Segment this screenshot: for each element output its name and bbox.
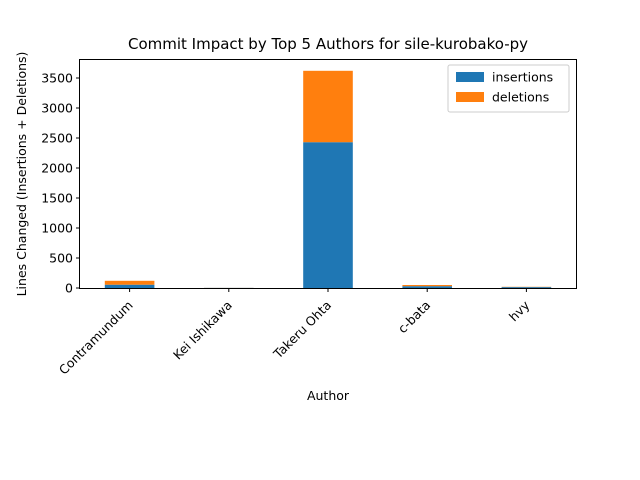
y-tick-label-4: 2000: [41, 161, 73, 176]
bar-insertions-0: [104, 284, 155, 288]
bar-insertions-4: [501, 287, 552, 288]
plot-frame: [79, 59, 577, 289]
legend-swatch-deletions: [456, 92, 484, 102]
bar-insertions-3: [402, 286, 452, 288]
x-axis: Contramundum Kei Ishikawa Takeru Ohta c-bat…: [56, 288, 533, 377]
plot-area: [104, 70, 552, 288]
legend-label-deletions: deletions: [492, 90, 549, 105]
legend: insertions deletions: [447, 64, 570, 113]
y-tick-label-5: 2500: [41, 131, 73, 146]
y-tick-label-0: 0: [65, 281, 73, 296]
x-tick-label-3: c-bata: [395, 298, 434, 337]
y-tick-label-7: 3500: [41, 71, 73, 86]
y-tick-label-1: 500: [49, 251, 73, 266]
legend-label-insertions: insertions: [492, 70, 553, 85]
x-tick-label-0: Contramundum: [56, 298, 136, 378]
x-axis-label: Author: [307, 388, 350, 403]
y-tick-label-6: 3000: [41, 101, 73, 116]
chart-title: Commit Impact by Top 5 Authors for sile-…: [128, 35, 528, 53]
x-tick-label-1: Kei Ishikawa: [170, 298, 235, 363]
bar-insertions-2: [303, 142, 353, 288]
bar-deletions-0: [104, 280, 155, 285]
y-axis: 0 500 1000 1500 2000 2500 3000 3500: [41, 71, 80, 296]
legend-swatch-insertions: [456, 72, 484, 82]
bar-deletions-2: [303, 70, 353, 143]
x-tick-label-4: hvy: [506, 297, 533, 324]
x-tick-label-2: Takeru Ohta: [270, 298, 334, 362]
y-tick-label-3: 1500: [41, 191, 73, 206]
y-axis-label: Lines Changed (Insertions + Deletions): [14, 52, 29, 297]
y-tick-label-2: 1000: [41, 221, 73, 236]
bar-deletions-3: [402, 285, 452, 287]
